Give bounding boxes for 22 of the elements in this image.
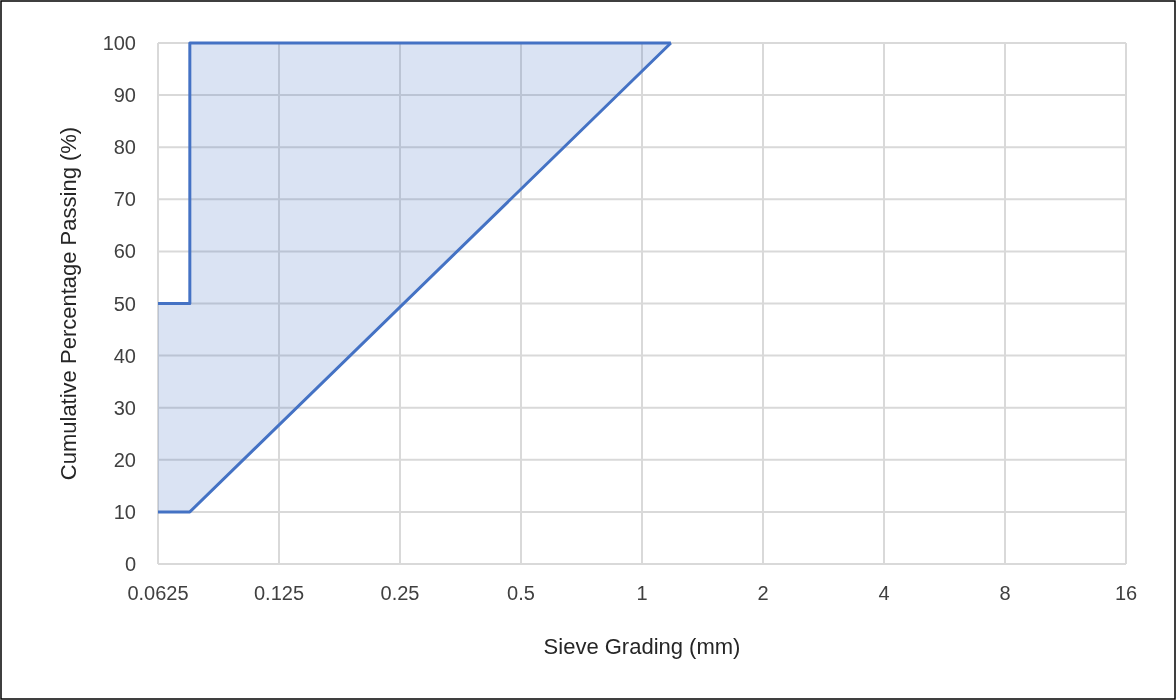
x-tick-label: 0.5 [507, 582, 535, 604]
y-tick-label: 100 [102, 32, 136, 54]
x-tick-label: 8 [999, 582, 1011, 604]
x-tick-label: 16 [1114, 582, 1138, 604]
y-tick-label: 50 [113, 292, 136, 315]
x-tick-label: 0.125 [253, 582, 305, 604]
x-tick-label: 4 [878, 582, 890, 604]
x-tick-label: 2 [757, 582, 769, 604]
x-tick-label: 1 [636, 582, 648, 604]
y-tick-label: 90 [113, 84, 136, 107]
x-tick-label: 0.25 [380, 582, 420, 604]
y-tick-label: 80 [113, 136, 136, 159]
y-tick-label: 70 [113, 188, 136, 211]
x-tick-label: 0.0625 [127, 582, 189, 604]
y-tick-label: 10 [113, 500, 136, 523]
y-axis-title: Cumulative Percentage Passing (%) [56, 126, 81, 481]
y-tick-label: 0 [124, 553, 136, 575]
y-tick-label: 60 [113, 240, 136, 263]
y-tick-label: 20 [113, 448, 136, 471]
y-tick-label: 40 [113, 344, 136, 367]
y-tick-label: 30 [113, 396, 136, 419]
x-axis-title: Sieve Grading (mm) [543, 634, 741, 659]
